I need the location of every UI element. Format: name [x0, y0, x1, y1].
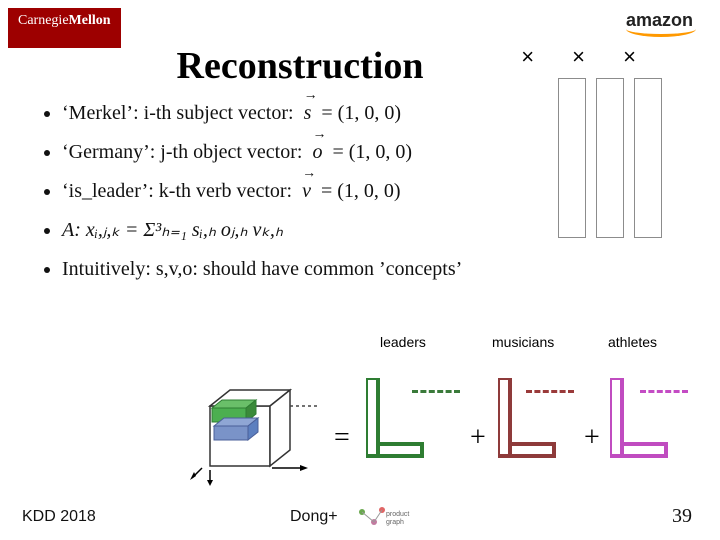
product-graph-icon: product graph [354, 504, 414, 532]
b3-val: = (1, 0, 0) [321, 180, 401, 202]
bullet-3: ‘is_leader’: k-th verb vector: v = (1, 0… [62, 178, 504, 205]
b2-vec: o [312, 139, 322, 166]
label-musicians: musicians [492, 334, 554, 350]
equals-sign: = [334, 422, 350, 454]
b3-vec: v [302, 178, 311, 205]
dots-musicians [526, 390, 574, 393]
dots-leaders [412, 390, 460, 393]
column-placeholders [558, 78, 662, 238]
bullet-list: ‘Merkel’: i-th subject vector: s = (1, 0… [44, 100, 504, 295]
footer-venue: KDD 2018 [22, 508, 96, 526]
svg-text:graph: graph [386, 519, 404, 526]
amazon-text: amazon [626, 10, 693, 30]
b3-lhs: ‘is_leader’: k-th verb vector: [62, 180, 292, 202]
tensor-cube [190, 386, 310, 476]
b2-val: = (1, 0, 0) [332, 141, 412, 163]
plus-2: + [584, 422, 600, 454]
dots-athletes [640, 390, 688, 393]
b1-lhs: ‘Merkel’: i-th subject vector: [62, 102, 294, 124]
column-2 [596, 78, 624, 238]
bullet-5: Intuitively: s,v,o: should have common ’… [62, 256, 504, 283]
cmu-badge: CarnegieMellon [8, 8, 121, 48]
cmu-line2: Mellon [69, 13, 111, 28]
label-leaders: leaders [380, 334, 426, 350]
x-marks: × × × [521, 44, 652, 70]
amazon-smile-icon [626, 29, 696, 37]
footer-author: Dong+ [290, 508, 338, 526]
column-1 [558, 78, 586, 238]
b5-text: Intuitively: s,v,o: should have common ’… [62, 258, 462, 280]
svg-text:product: product [386, 511, 409, 518]
plus-1: + [470, 422, 486, 454]
bullet-2: ‘Germany’: j-th object vector: o = (1, 0… [62, 139, 504, 166]
cmu-line1: Carnegie [18, 13, 69, 28]
b1-vec: s [304, 100, 312, 127]
decomposition-diagram: leaders musicians athletes [190, 334, 684, 474]
amazon-logo: amazon [626, 10, 696, 37]
bullet-1: ‘Merkel’: i-th subject vector: s = (1, 0… [62, 100, 504, 127]
b4-formula: A: xᵢ,ⱼ,ₖ = Σ³ₕ₌₁ sᵢ,ₕ oⱼ,ₕ vₖ,ₕ [62, 219, 283, 241]
page-number: 39 [672, 505, 692, 528]
bullet-4: A: xᵢ,ⱼ,ₖ = Σ³ₕ₌₁ sᵢ,ₕ oⱼ,ₕ vₖ,ₕ [62, 217, 504, 244]
column-3 [634, 78, 662, 238]
b1-val: = (1, 0, 0) [321, 102, 401, 124]
label-athletes: athletes [608, 334, 657, 350]
b2-lhs: ‘Germany’: j-th object vector: [62, 141, 302, 163]
